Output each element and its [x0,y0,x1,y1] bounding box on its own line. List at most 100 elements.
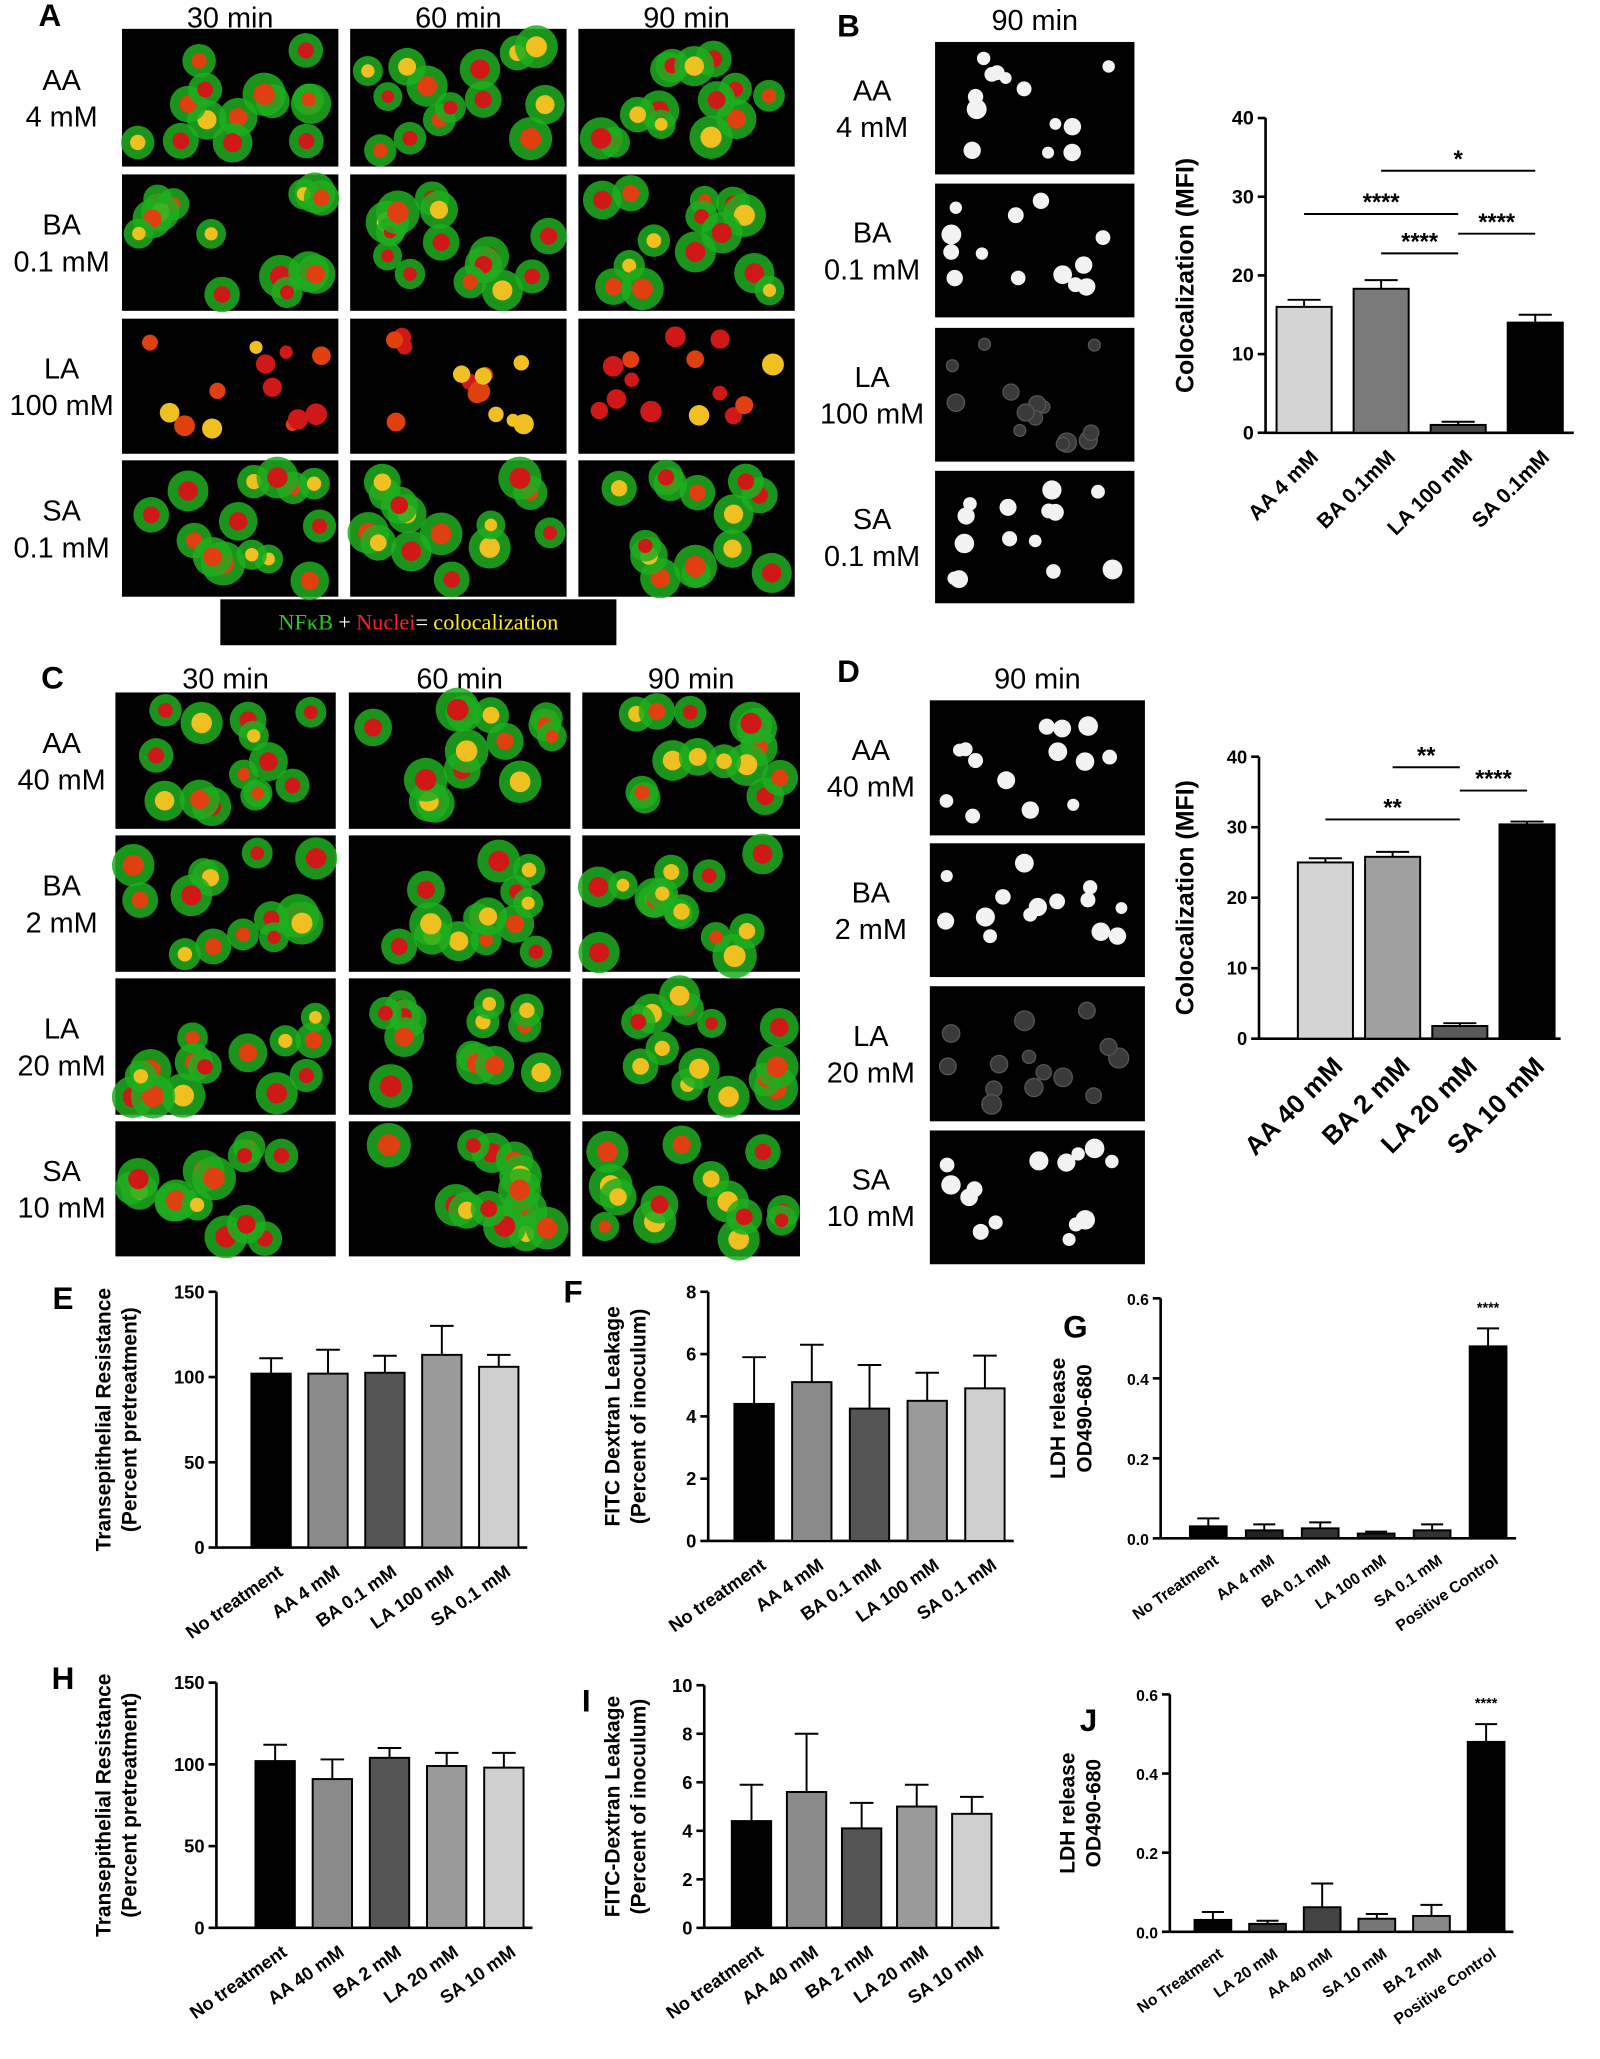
bar [1244,1529,1284,1540]
y-tick-label: 0 [194,1537,204,1558]
bar [1364,855,1422,1040]
nucleus [279,345,293,359]
legend-nuclei: Nuclei [356,610,415,635]
x-tick-label: Positive Control [1393,1552,1501,1635]
nucleus [752,844,773,864]
row-label: AA [42,65,81,97]
nucleus [185,1030,200,1045]
nucleus [1115,902,1128,914]
nucleus [432,233,450,251]
nucleus [723,945,746,968]
nucleus [981,1093,1003,1115]
row-label: 2 mM [26,907,98,939]
bar [307,1372,349,1549]
nucleus [1042,146,1055,159]
y-tick-label: 150 [174,1281,205,1302]
nucleus [452,365,471,383]
nucleus [520,128,542,150]
nucleus [148,747,165,764]
nucleus [977,337,992,351]
bar [421,1353,463,1549]
nucleus [735,396,754,415]
y-axis-label: Transepithelial Resistance [92,1674,115,1937]
nucleus [1007,207,1024,224]
row-label: 4 mM [836,112,908,144]
y-tick-label: 0 [686,1531,696,1552]
nucleus [762,563,782,583]
panel-letter: F [563,1274,582,1309]
y-tick-label: 0.6 [1136,1688,1158,1705]
nucleus [689,1058,710,1079]
nucleus [710,329,730,349]
y-axis-label: FITC Dextran Leakage [601,1306,624,1526]
nucleus [1023,907,1038,922]
nucleus [716,753,732,770]
nucleus [632,1057,650,1075]
nucleus [589,942,610,963]
nucleus [941,1175,961,1195]
nucleus [480,1200,498,1218]
y-axis-label: Colocalization (MFI) [1171,780,1199,1015]
y-tick-label: 4 [682,1820,693,1841]
nucleus [735,1208,753,1226]
nucleus [385,331,404,349]
nucleus [197,81,213,98]
nucleus [133,1069,149,1084]
significance-label: **** [1363,190,1401,216]
nucleus [1014,853,1034,873]
nucleus [662,750,683,771]
nucleus [723,504,744,524]
nucleus [702,1170,720,1188]
nucleus [181,885,202,906]
nucleus [1075,752,1095,771]
nucleus [622,351,640,368]
nucleus [174,415,195,437]
nucleus [946,269,963,287]
nucleus [963,497,977,511]
nucleus [235,927,251,942]
y-tick-label: 50 [184,1452,204,1473]
nucleus [402,130,418,146]
x-tick-label: AA 4 mM [1244,446,1323,525]
row-label: SA [852,1164,891,1196]
nucleus [965,808,981,824]
nucleus [172,1084,195,1107]
bar [1300,1527,1340,1540]
nucleus [630,1013,647,1030]
nucleus [364,718,383,737]
nucleus [999,498,1017,516]
nucleus [638,538,653,553]
nucleus [707,91,726,109]
nucleus [379,1075,402,1097]
y-tick-label: 6 [682,1772,692,1793]
nucleus [311,518,328,534]
nucleus [209,382,226,399]
nucleus [945,359,959,373]
nucleus [416,880,435,899]
nucleus [1071,1147,1085,1161]
nucleus [774,1213,789,1228]
nucleus [178,480,198,501]
nucleus [545,730,559,744]
y-axis-label: (Percent of inoculum) [628,1309,651,1525]
y-tick-label: 10 [1227,958,1247,979]
bar [1506,321,1564,434]
bar [848,1407,891,1542]
nucleus [361,64,375,78]
nucleus [685,241,706,262]
nucleus [939,1157,955,1173]
nucleus [273,1147,290,1164]
nucleus [1053,265,1073,285]
nucleus [946,393,966,413]
y-tick-label: 0.4 [1136,1767,1158,1784]
nucleus [142,1085,164,1108]
bar [1468,1345,1508,1540]
nucleus [306,264,326,284]
significance-label: ** [1417,743,1436,769]
nucleus [377,1134,400,1157]
column-label: 90 min [991,5,1078,37]
row-label: 100 mM [820,399,924,431]
nucleus [531,1062,551,1083]
nucleus [449,931,469,951]
nucleus [513,355,530,371]
